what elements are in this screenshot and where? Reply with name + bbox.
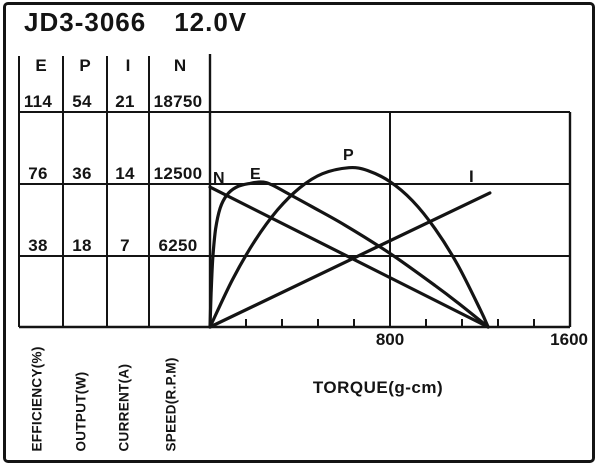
y-axis-label-speed: SPEED(R.P.M) — [163, 357, 179, 452]
table-cell: 54 — [72, 92, 92, 111]
curve-efficiency — [208, 180, 490, 329]
curve-output-power — [208, 165, 490, 329]
table-cell: 18750 — [153, 92, 203, 111]
curve-label-P: P — [343, 147, 354, 164]
chart-grid — [18, 54, 572, 329]
table-cell: 7 — [120, 236, 130, 255]
table-cell: 114 — [23, 92, 53, 111]
column-header-current: I — [125, 56, 131, 75]
voltage-rating: 12.0V — [174, 7, 248, 37]
x-tick-label-1600: 1600 — [550, 330, 588, 349]
page-title: JD3-3066 12.0V — [24, 7, 247, 38]
curve-label-E: E — [250, 166, 261, 183]
table-cell: 76 — [28, 164, 48, 183]
y-axis-label-current: CURRENT(A) — [116, 363, 132, 452]
y-axis-label-efficiency: EFFICIENCY(%) — [29, 346, 45, 452]
curve-speed — [208, 185, 490, 329]
curve-label-N: N — [213, 170, 225, 187]
x-axis-minor-ticks — [245, 319, 535, 327]
datasheet-frame — [3, 2, 595, 463]
y-axis-label-output: OUTPUT(W) — [73, 371, 89, 452]
x-tick-label-800: 800 — [375, 330, 405, 349]
table-cell: 18 — [72, 236, 92, 255]
curve-label-I: I — [469, 167, 474, 186]
table-cell: 38 — [28, 236, 48, 255]
table-cell: 12500 — [153, 164, 203, 183]
curve-current — [208, 191, 492, 329]
table-cell: 14 — [115, 164, 135, 183]
performance-curves — [208, 165, 492, 329]
x-axis-title: TORQUE(g-cm) — [312, 378, 444, 397]
model-number: JD3-3066 — [24, 7, 147, 37]
column-header-output: P — [79, 56, 91, 75]
column-header-efficiency: E — [35, 56, 47, 75]
table-cell: 21 — [115, 92, 135, 111]
column-header-speed: N — [173, 56, 187, 75]
table-cell: 36 — [72, 164, 92, 183]
table-cell: 6250 — [158, 236, 198, 255]
